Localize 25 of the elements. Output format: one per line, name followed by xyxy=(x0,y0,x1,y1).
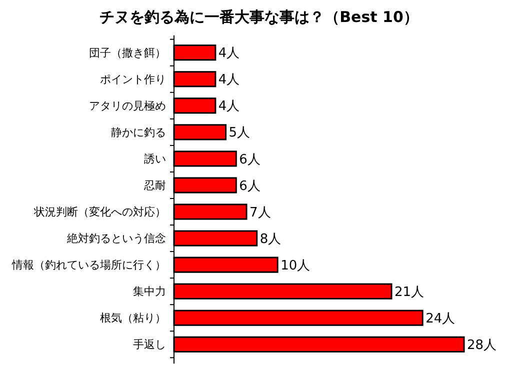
y-tick-label: 集中力 xyxy=(133,285,166,298)
y-tick-label: 忍耐 xyxy=(143,179,166,192)
data-label: 6人 xyxy=(239,152,260,168)
data-label: 4人 xyxy=(218,99,240,114)
data-label: 6人 xyxy=(239,178,260,194)
y-tick-label: 根気（粘り） xyxy=(100,312,166,325)
chart-title: チヌを釣る為に一番大事な事は？（Best 10） xyxy=(100,8,418,26)
data-label: 28人 xyxy=(467,338,497,353)
data-label: 10人 xyxy=(280,258,310,274)
data-label: 4人 xyxy=(218,46,240,62)
y-tick-label: 手返し xyxy=(133,338,166,352)
y-tick-label: 情報（釣れている場所に行く） xyxy=(11,258,166,272)
data-label: 21人 xyxy=(394,284,424,300)
data-label: 8人 xyxy=(260,232,282,247)
data-label: 7人 xyxy=(250,205,271,220)
y-tick-label: 団子（撒き餌） xyxy=(89,46,166,60)
y-tick-label: 状況判断（変化への対応） xyxy=(33,206,166,219)
data-label: 5人 xyxy=(228,126,250,141)
y-tick-label: 誘い xyxy=(144,152,166,166)
y-tick-label: アタリの見極め xyxy=(89,100,166,113)
data-label: 24人 xyxy=(426,311,456,326)
data-label: 4人 xyxy=(218,72,240,88)
y-tick-label: 絶対釣るという信念 xyxy=(66,232,166,246)
y-tick-label: 静かに釣る xyxy=(111,126,166,140)
y-tick-label: ポイント作り xyxy=(100,72,166,86)
